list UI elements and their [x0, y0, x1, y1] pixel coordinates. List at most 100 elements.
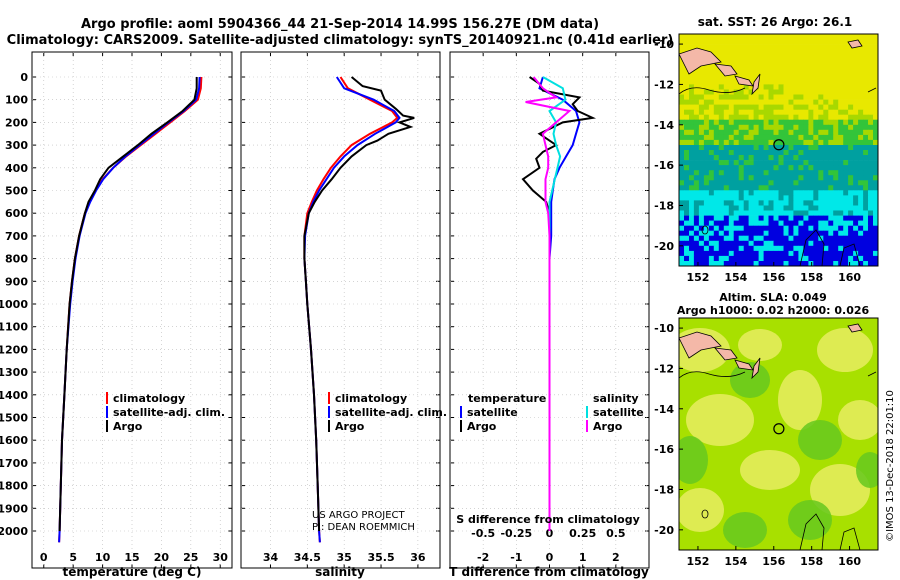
sst-cell — [723, 79, 730, 85]
sst-cell — [718, 165, 725, 171]
sst-cell — [858, 195, 864, 201]
sst-cell — [863, 49, 869, 55]
sst-cell — [698, 185, 705, 191]
sst-cell — [703, 134, 710, 141]
sst-cell — [738, 64, 745, 70]
sst-cell — [828, 139, 834, 146]
sst-cell — [723, 124, 730, 131]
sst-cell — [689, 245, 695, 252]
sst-cell — [873, 89, 878, 95]
sst-cell — [828, 34, 834, 40]
sst-cell — [718, 180, 725, 186]
sst-cell — [693, 69, 700, 75]
sst-cell — [853, 69, 859, 75]
sst-cell — [738, 104, 745, 110]
sst-cell — [773, 145, 779, 151]
sst-cell — [679, 99, 685, 105]
sst-cell — [838, 109, 844, 116]
sst-cell — [793, 245, 799, 252]
sst-cell — [684, 79, 690, 85]
sst-cell — [868, 255, 874, 262]
sst-cell — [758, 114, 764, 121]
s-difference-label: S difference from climatology — [456, 513, 640, 526]
sst-cell — [813, 69, 819, 75]
sst-cell — [798, 109, 804, 116]
sst-cell — [728, 109, 735, 116]
sst-cell — [818, 89, 824, 95]
sst-cell — [768, 44, 774, 50]
sst-cell — [833, 220, 839, 226]
sst-cell — [758, 261, 764, 266]
sst-cell — [703, 215, 710, 221]
sst-cell — [693, 225, 700, 232]
sst-cell — [798, 230, 804, 237]
sst-cell — [843, 185, 849, 191]
sst-cell — [833, 104, 839, 110]
sst-cell — [708, 220, 715, 226]
sst-cell — [708, 134, 715, 141]
map-lat-label: -14 — [654, 403, 674, 416]
sst-cell — [838, 175, 844, 181]
sst-cell — [689, 185, 695, 191]
sst-cell — [793, 215, 799, 221]
sst-cell — [843, 230, 849, 237]
sst-cell — [758, 39, 764, 45]
sst-cell — [803, 134, 809, 141]
sst-cell — [763, 235, 769, 242]
sst-cell — [713, 175, 720, 181]
sst-cell — [798, 74, 804, 80]
sst-cell — [818, 104, 824, 110]
sst-cell — [693, 114, 700, 121]
sst-cell — [753, 160, 759, 166]
sst-cell — [723, 59, 730, 65]
sst-cell — [778, 215, 784, 221]
sst-cell — [758, 89, 764, 95]
depth-tick-label: 1300 — [0, 366, 28, 379]
sst-cell — [684, 255, 690, 262]
sst-cell — [838, 200, 844, 206]
map-lon-label: 156 — [762, 271, 785, 284]
sst-cell — [858, 225, 864, 232]
sst-cell — [689, 94, 695, 100]
sst-cell — [803, 54, 809, 60]
sst-cell — [843, 240, 849, 247]
sst-cell — [703, 235, 710, 242]
sst-cell — [833, 44, 839, 50]
sst-cell — [698, 124, 705, 131]
sst-cell — [684, 89, 690, 95]
sst-cell — [748, 34, 754, 40]
sst-cell — [783, 235, 789, 242]
map-lat-label: -10 — [654, 38, 674, 51]
sst-cell — [738, 124, 745, 131]
sst-cell — [703, 185, 710, 191]
sst-cell — [773, 160, 779, 166]
sst-cell — [823, 89, 829, 95]
sst-cell — [858, 69, 864, 75]
sst-cell — [748, 39, 754, 45]
legend-label-sal-satellite: satellite — [593, 406, 644, 419]
sst-cell — [843, 134, 849, 141]
depth-tick-label: 300 — [5, 139, 28, 152]
difference-legend: temperature satellite Argo salinity sate… — [460, 392, 644, 433]
depth-tick-label: 1100 — [0, 321, 28, 334]
sst-cell — [803, 84, 809, 90]
sst-cell — [753, 210, 759, 216]
sst-cell — [743, 165, 750, 171]
sst-cell — [773, 134, 779, 141]
sst-cell — [773, 84, 779, 90]
sst-cell — [753, 59, 759, 65]
sst-cell — [823, 185, 829, 191]
sst-cell — [703, 250, 710, 257]
sst-cell — [778, 190, 784, 196]
sst-cell — [838, 84, 844, 90]
sst-cell — [788, 114, 794, 121]
sst-cell — [748, 44, 754, 50]
sst-cell — [723, 215, 730, 221]
sst-cell — [823, 119, 829, 126]
sst-cell — [713, 94, 720, 100]
sst-cell — [798, 79, 804, 85]
sst-cell — [728, 175, 735, 181]
sst-cell — [693, 124, 700, 131]
sst-cell — [833, 235, 839, 242]
sst-cell — [848, 134, 854, 141]
